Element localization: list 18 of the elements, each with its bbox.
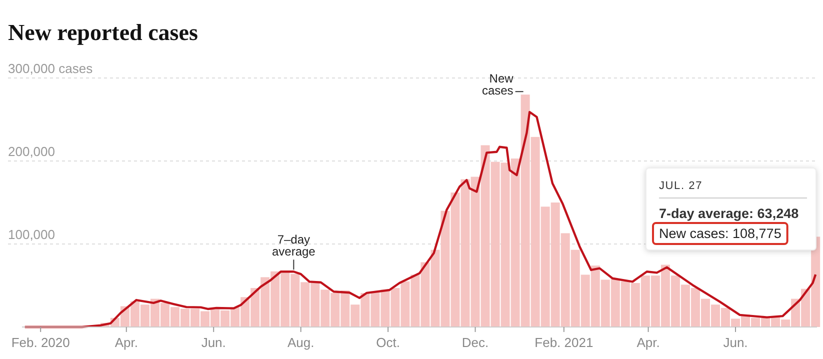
x-tick-label: Apr. xyxy=(636,335,660,350)
y-tick-label: 300,000 cases xyxy=(8,61,94,76)
x-tick-label: Jun. xyxy=(723,335,748,350)
annotation: 7-day average: 63,248 xyxy=(659,206,800,221)
x-tick-label: Feb. 2021 xyxy=(534,335,594,350)
x-tick-label: Dec. xyxy=(462,335,489,350)
x-tick-label: Jun. xyxy=(201,335,226,350)
x-tick-label: Apr. xyxy=(114,335,138,350)
x-tick-label: Aug. xyxy=(287,335,314,350)
annotation: JUL. 27 xyxy=(659,180,703,192)
annotation: New cases: 108,775 xyxy=(659,226,782,241)
x-tick-label: Oct. xyxy=(376,335,400,350)
y-tick-label: 200,000 xyxy=(8,144,55,159)
x-tick-label: Feb. 2020 xyxy=(11,335,70,350)
chart-title: New reported cases xyxy=(8,20,198,45)
annotation: 7–day average xyxy=(272,232,316,259)
y-tick-label: 100,000 xyxy=(8,227,55,242)
annotation: New cases xyxy=(482,72,514,98)
